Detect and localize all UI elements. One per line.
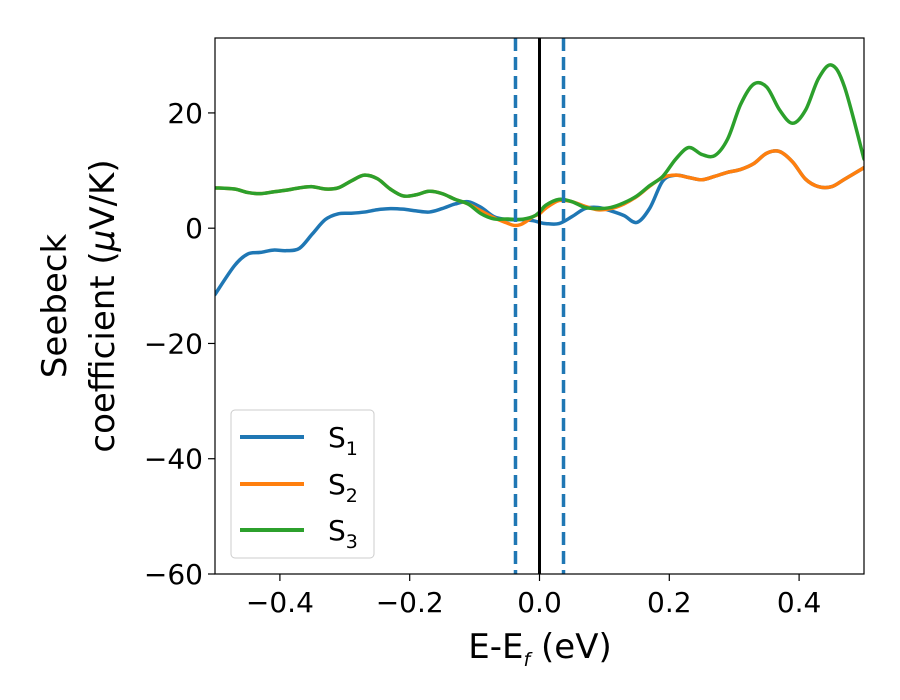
y-tick-label: −60 [144,558,203,591]
x-tick-label: −0.2 [376,586,444,619]
y-axis-label-line2: coefficient (μV/K) [83,159,123,452]
legend-label-s1: S1 [328,421,358,460]
x-axis-label: E-Ef (eV) [468,627,611,671]
x-tick-label: 0.4 [777,586,822,619]
y-axis-label-line1: Seebeck [35,234,75,379]
y-tick-label: −20 [144,327,203,360]
y-tick-label: −40 [144,443,203,476]
y-tick-label: 0 [185,212,203,245]
legend-label-s2: S2 [328,468,358,507]
ticks-layer: −0.4 −0.2 0.0 0.2 0.4 −60 −40 −20 0 20 [144,97,821,619]
vertical-marker-layer [513,38,566,574]
y-tick-label: 20 [167,97,203,130]
legend-label-s3: S3 [328,514,358,553]
legend: S1 S2 S3 [230,409,375,559]
x-tick-label: −0.4 [246,586,314,619]
x-tick-label: 0.2 [647,586,692,619]
x-tick-label: 0.0 [517,586,562,619]
